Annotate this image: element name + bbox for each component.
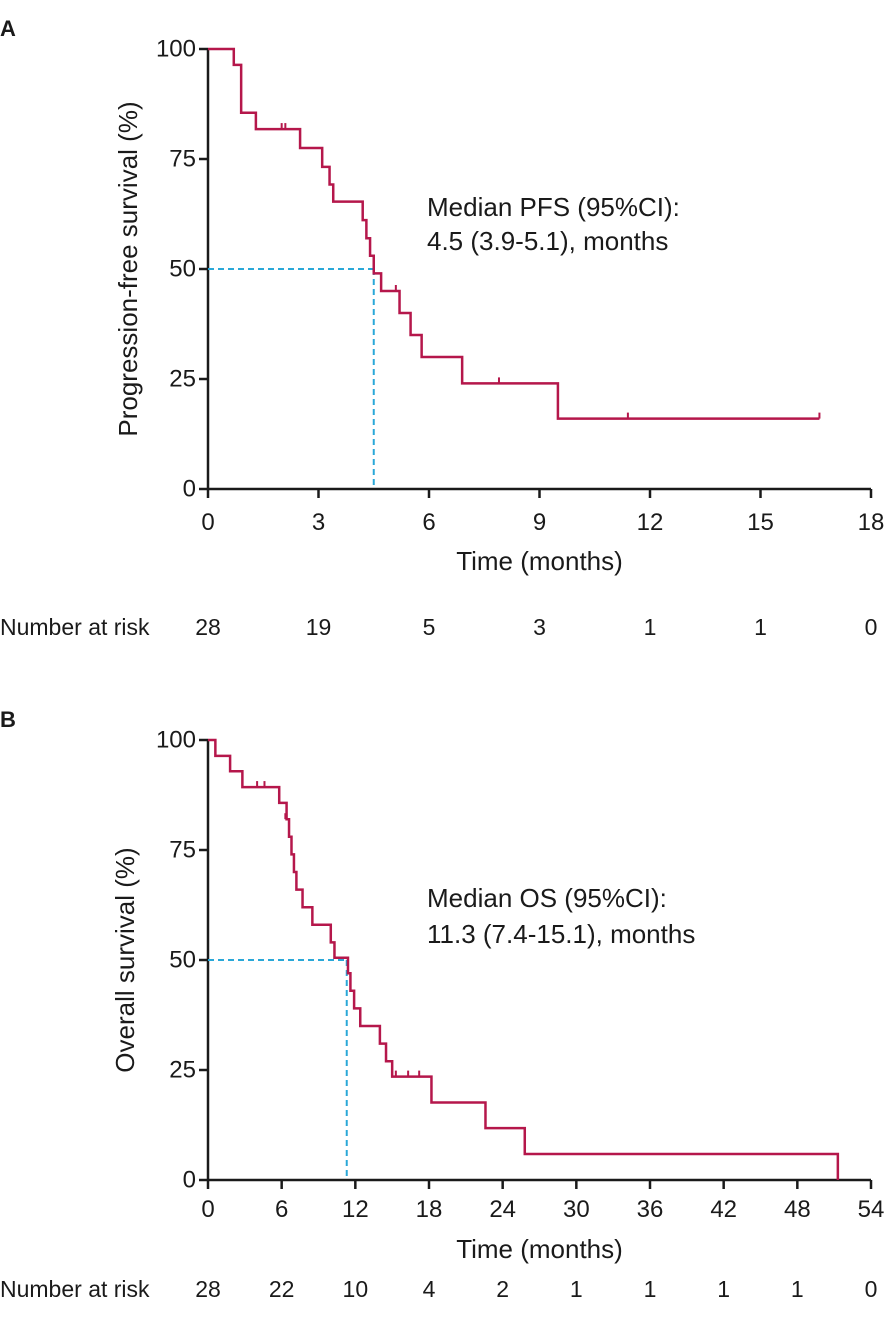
x-tick-label: 18 <box>858 509 885 536</box>
risk-table-value: 0 <box>865 614 878 640</box>
x-tick-label: 9 <box>533 509 546 536</box>
x-tick-label: 36 <box>637 1196 664 1223</box>
x-tick-label: 42 <box>710 1196 737 1223</box>
x-tick-label: 12 <box>342 1196 369 1223</box>
y-tick-label: 0 <box>183 476 196 503</box>
risk-table-value: 1 <box>717 1276 730 1302</box>
x-tick-label: 3 <box>312 509 325 536</box>
risk-table-value: 1 <box>644 1276 657 1302</box>
risk-table-value: 1 <box>644 614 657 640</box>
risk-table-value: 28 <box>195 1276 221 1302</box>
x-tick-label: 6 <box>422 509 435 536</box>
x-tick-label: 6 <box>275 1196 288 1223</box>
y-axis-title: Progression-free survival (%) <box>113 101 143 436</box>
median-annotation-line-1: Median PFS (95%CI): <box>427 192 680 222</box>
y-tick-label: 25 <box>169 366 196 393</box>
risk-table-value: 4 <box>423 1276 436 1302</box>
y-tick-label: 75 <box>169 837 196 864</box>
median-annotation-line-1: Median OS (95%CI): <box>427 883 667 913</box>
risk-table-label: Number at risk <box>0 614 150 640</box>
x-tick-label: 0 <box>201 1196 214 1223</box>
x-axis-title: Time (months) <box>456 546 623 576</box>
risk-table-value: 19 <box>306 614 332 640</box>
y-tick-label: 75 <box>169 146 196 173</box>
risk-table-value: 22 <box>269 1276 295 1302</box>
x-tick-label: 24 <box>489 1196 516 1223</box>
risk-table-value: 3 <box>533 614 546 640</box>
median-annotation-line-2: 11.3 (7.4-15.1), months <box>427 919 695 949</box>
risk-table-value: 10 <box>343 1276 369 1302</box>
y-tick-label: 25 <box>169 1057 196 1084</box>
x-tick-label: 18 <box>416 1196 443 1223</box>
risk-table-value: 1 <box>754 614 767 640</box>
x-tick-label: 15 <box>747 509 774 536</box>
y-tick-label: 100 <box>156 727 196 754</box>
survival-curve-os <box>208 738 840 1180</box>
risk-table-value: 2 <box>496 1276 509 1302</box>
median-annotation-line-2: 4.5 (3.9-5.1), months <box>427 226 668 256</box>
x-tick-label: 0 <box>201 509 214 536</box>
risk-table-value: 0 <box>865 1276 878 1302</box>
panel-letter: B <box>0 707 16 732</box>
risk-table-value: 1 <box>570 1276 583 1302</box>
x-tick-label: 30 <box>563 1196 590 1223</box>
x-tick-label: 54 <box>858 1196 885 1223</box>
y-tick-label: 100 <box>156 36 196 63</box>
risk-table-value: 5 <box>423 614 436 640</box>
risk-table-label: Number at risk <box>0 1276 150 1302</box>
y-tick-label: 0 <box>183 1167 196 1194</box>
x-tick-label: 48 <box>784 1196 811 1223</box>
x-tick-label: 12 <box>637 509 664 536</box>
y-tick-label: 50 <box>169 256 196 283</box>
survival-curve-pfs <box>208 47 820 420</box>
y-tick-label: 50 <box>169 947 196 974</box>
risk-table-value: 28 <box>195 614 221 640</box>
risk-table-value: 1 <box>791 1276 804 1302</box>
x-axis-title: Time (months) <box>456 1234 623 1264</box>
panel-letter: A <box>0 16 16 41</box>
y-axis-title: Overall survival (%) <box>110 847 140 1072</box>
